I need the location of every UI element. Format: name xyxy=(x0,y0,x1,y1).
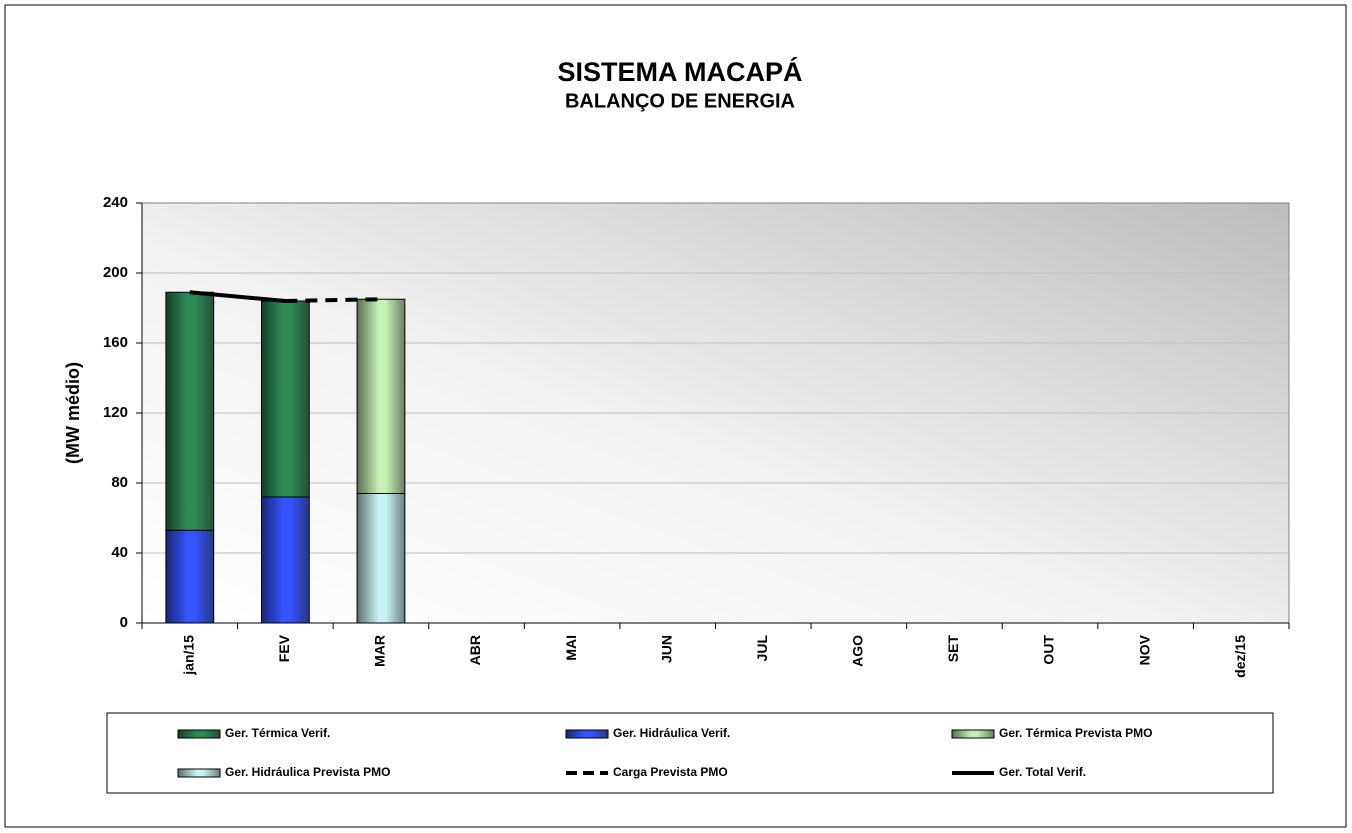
y-tick-label: 200 xyxy=(103,264,128,281)
legend-label: Ger. Hidráulica Prevista PMO xyxy=(225,765,390,779)
y-tick-label: 80 xyxy=(111,474,128,491)
legend-label: Ger. Total Verif. xyxy=(999,765,1086,779)
bar xyxy=(165,529,215,624)
legend xyxy=(106,712,1274,794)
legend-label: Ger. Térmica Prevista PMO xyxy=(999,726,1152,740)
legend-label: Ger. Térmica Verif. xyxy=(225,726,330,740)
x-tick-label: MAR xyxy=(372,635,388,667)
line xyxy=(189,290,286,303)
y-tick-label: 240 xyxy=(103,194,128,211)
y-tick-label: 160 xyxy=(103,334,128,351)
legend-swatch xyxy=(951,729,995,739)
legend-label: Carga Prevista PMO xyxy=(613,765,728,779)
chart-subtitle: BALANÇO DE ENERGIA xyxy=(565,90,795,112)
x-tick-label: jan/15 xyxy=(180,635,196,676)
bar xyxy=(356,493,406,624)
legend-label: Ger. Hidráulica Verif. xyxy=(613,726,730,740)
bar xyxy=(165,291,215,531)
chart-title: SISTEMA MACAPÁ xyxy=(557,56,802,87)
x-tick-label: AGO xyxy=(850,635,866,667)
x-tick-label: JUL xyxy=(754,635,770,662)
bar xyxy=(260,496,310,624)
y-tick-label: 0 xyxy=(120,614,128,631)
y-axis-label: (MW médio) xyxy=(63,362,83,464)
x-tick-label: JUN xyxy=(658,635,674,663)
y-tick-label: 40 xyxy=(111,544,128,561)
y-tick-label: 120 xyxy=(103,404,128,421)
legend-swatch xyxy=(177,768,221,778)
x-tick-label: ABR xyxy=(467,635,483,665)
x-tick-label: NOV xyxy=(1136,634,1152,665)
x-tick-label: SET xyxy=(945,635,961,663)
x-tick-label: OUT xyxy=(1041,635,1057,665)
legend-swatch xyxy=(177,729,221,739)
line xyxy=(285,297,381,303)
bar xyxy=(260,300,310,498)
x-tick-label: MAI xyxy=(563,635,579,661)
legend-swatch xyxy=(565,729,609,739)
bar xyxy=(356,298,406,494)
x-tick-label: dez/15 xyxy=(1232,635,1248,678)
x-tick-label: FEV xyxy=(276,634,292,662)
